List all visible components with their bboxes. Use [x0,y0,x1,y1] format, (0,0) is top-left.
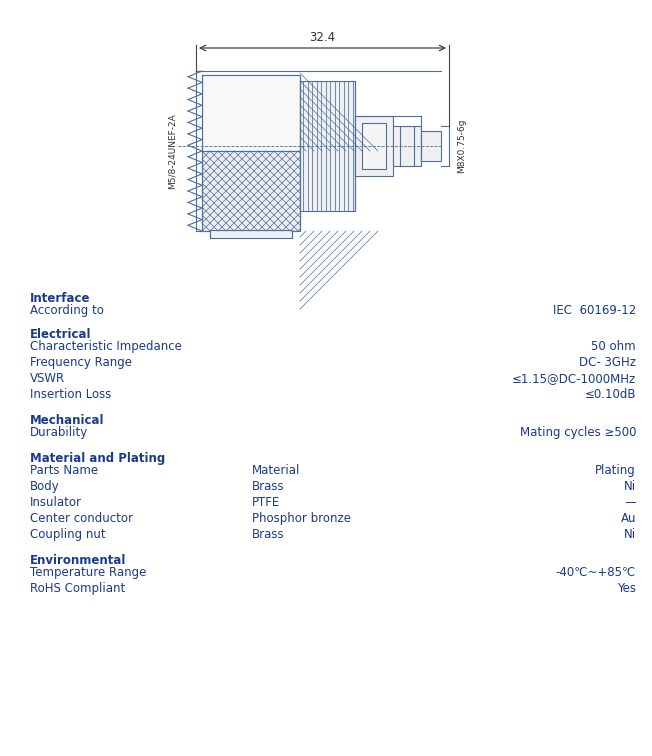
Text: ≤1.15@DC-1000MHz: ≤1.15@DC-1000MHz [512,372,636,385]
Text: Center conductor: Center conductor [30,512,133,525]
Text: PTFE: PTFE [252,496,280,509]
Text: Interface: Interface [30,292,91,305]
Bar [202,75,300,151]
Bar [393,126,421,166]
Text: RoHS Compliant: RoHS Compliant [30,582,125,595]
Bar [355,116,393,176]
Text: Temperature Range: Temperature Range [30,566,147,579]
Text: 50 ohm: 50 ohm [591,340,636,353]
Text: According to: According to [30,304,104,317]
Text: Material: Material [252,464,301,477]
Bar [210,230,292,238]
Text: Phosphor bronze: Phosphor bronze [252,512,351,525]
Bar [202,151,300,231]
Text: VSWR: VSWR [30,372,65,385]
Text: Au: Au [621,512,636,525]
Text: M8X0.75-6g: M8X0.75-6g [458,119,466,173]
Text: —: — [624,496,636,509]
Text: Insulator: Insulator [30,496,82,509]
Text: Coupling nut: Coupling nut [30,528,106,541]
Text: Body: Body [30,480,60,493]
Text: Electrical: Electrical [30,328,91,341]
Text: Brass: Brass [252,480,285,493]
Bar [202,75,300,231]
Text: Environmental: Environmental [30,554,126,567]
Text: Plating: Plating [595,464,636,477]
Text: M5/8-24UNEF-2A: M5/8-24UNEF-2A [168,113,177,189]
Text: IEC  60169-12: IEC 60169-12 [553,304,636,317]
Text: Frequency Range: Frequency Range [30,356,132,369]
Text: Mating cycles ≥500: Mating cycles ≥500 [520,426,636,439]
Text: -40℃~+85℃: -40℃~+85℃ [556,566,636,579]
Text: Parts Name: Parts Name [30,464,98,477]
Text: Brass: Brass [252,528,285,541]
Text: Material and Plating: Material and Plating [30,452,165,465]
Text: Ni: Ni [624,480,636,493]
Text: ≤0.10dB: ≤0.10dB [584,388,636,401]
Text: Durability: Durability [30,426,88,439]
Bar [300,81,355,211]
Text: Ni: Ni [624,528,636,541]
Text: 32.4: 32.4 [310,31,336,44]
Text: Characteristic Impedance: Characteristic Impedance [30,340,182,353]
Bar [421,131,441,161]
Bar [362,123,386,169]
Text: DC- 3GHz: DC- 3GHz [579,356,636,369]
Text: Yes: Yes [617,582,636,595]
Text: Mechanical: Mechanical [30,414,104,427]
Text: Insertion Loss: Insertion Loss [30,388,111,401]
